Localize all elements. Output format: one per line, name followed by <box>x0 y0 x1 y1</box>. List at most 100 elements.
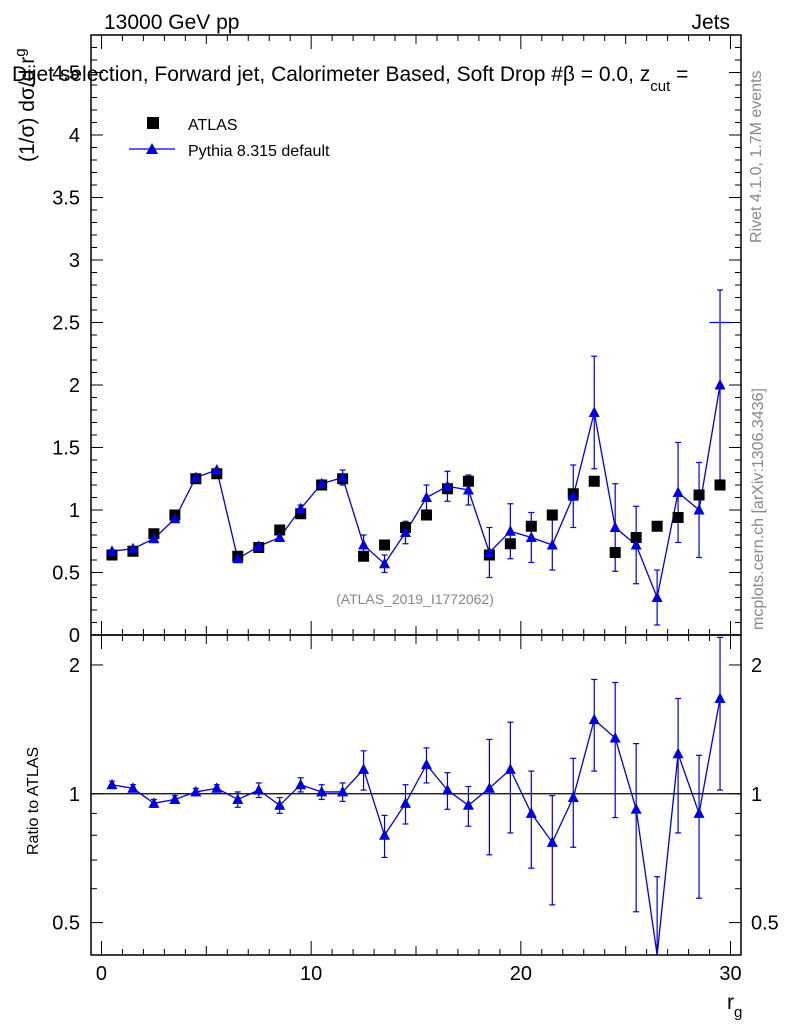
mc-data-point <box>127 542 139 554</box>
ratio-point <box>714 692 726 703</box>
main-ylabel-main: (1/σ) dσ/d r <box>16 57 39 162</box>
ratio-ytick-label: 1 <box>69 784 80 806</box>
ratio-point <box>379 829 391 840</box>
mc-data-point <box>148 532 160 544</box>
mc-data-point <box>609 521 621 532</box>
mc-data-point <box>295 502 307 514</box>
plot-title-tail: = <box>670 63 688 86</box>
ratio-point <box>525 807 537 818</box>
mc-data-point <box>483 546 495 557</box>
main-ytick-label: 3.5 <box>52 188 80 210</box>
plot-title-sub: cut <box>650 78 671 95</box>
mc-data-point <box>253 540 265 551</box>
mc-data-point <box>316 477 328 489</box>
category-label: Jets <box>691 11 730 34</box>
mc-data-point <box>106 545 118 556</box>
ratio-point <box>420 758 432 770</box>
atlas-data-point <box>630 532 642 543</box>
ratio-point <box>295 778 307 790</box>
ratio-point <box>148 797 160 808</box>
main-ytick-label: 4 <box>69 125 80 147</box>
mc-data-point <box>358 539 370 550</box>
atlas-data-point <box>274 524 286 536</box>
atlas-data-point <box>420 509 432 521</box>
legend-mc-marker <box>146 143 158 154</box>
mc-data-point <box>588 406 600 417</box>
ratio-point <box>693 807 705 818</box>
ratio-point <box>630 803 642 814</box>
ratio-point <box>274 799 286 810</box>
mc-data-point <box>504 525 516 536</box>
ratio-ytick-label: 2 <box>69 655 80 677</box>
main-ytick-label: 0.5 <box>52 563 80 585</box>
mc-data-point <box>169 512 181 524</box>
atlas-data-point <box>609 547 621 558</box>
energy-label: 13000 GeV pp <box>104 11 239 34</box>
mc-data-point <box>232 552 244 564</box>
ratio-point <box>337 785 349 797</box>
ratio-point <box>672 747 684 759</box>
ratio-point <box>232 793 244 804</box>
ratio-point <box>211 782 223 793</box>
mc-data-point <box>441 480 453 491</box>
atlas-data-point <box>379 539 391 551</box>
mc-data-point <box>714 379 726 390</box>
mc-data-point <box>672 486 684 497</box>
atlas-data-point <box>651 520 663 532</box>
ratio-point <box>400 797 412 808</box>
mc-data-point <box>462 484 474 495</box>
ratio-point <box>127 782 139 793</box>
atlas-data-point <box>295 508 307 520</box>
mc-data-point <box>337 471 349 482</box>
ratio-point <box>169 793 181 804</box>
ratio-point <box>504 763 516 774</box>
atlas-data-point <box>714 479 726 491</box>
x-tick-label: 20 <box>510 963 532 985</box>
ratio-ytick-label-right: 0.5 <box>751 913 779 935</box>
ratio-point <box>358 763 370 774</box>
main-ytick-label: 4.5 <box>52 63 80 85</box>
ratio-ytick-label-right: 1 <box>751 784 762 806</box>
mc-data-point <box>379 557 391 569</box>
ratio-point <box>567 791 579 803</box>
atlas-data-point <box>546 509 558 521</box>
mc-data-point <box>420 491 432 502</box>
mc-data-point <box>546 539 558 550</box>
atlas-data-point <box>462 475 474 487</box>
legend-data-marker <box>147 117 159 129</box>
main-ytick-label: 1 <box>69 500 80 522</box>
ratio-point <box>106 778 118 790</box>
main-ylabel-sub: g <box>12 48 29 56</box>
ratio-ylabel: Ratio to ATLAS <box>25 747 42 855</box>
x-tick-label: 10 <box>300 963 322 985</box>
ratio-series-line <box>111 698 721 956</box>
ratio-point <box>546 836 558 847</box>
atlas-data-point <box>693 489 705 501</box>
ratio-point <box>190 785 202 797</box>
mc-data-point <box>525 531 537 542</box>
ratio-point <box>316 785 328 797</box>
atlas-data-point <box>525 520 537 532</box>
ratio-point <box>483 782 495 793</box>
main-ytick-label: 2.5 <box>52 313 80 335</box>
plot-title-main: Dijet selection, Forward jet, Calorimete… <box>12 63 650 86</box>
mcplots-label: mcplots.cern.ch [arXiv:1306.3436] <box>750 388 767 630</box>
mc-data-point <box>400 526 412 537</box>
main-ylabel: (1/σ) dσ/d rg <box>12 48 39 162</box>
main-ytick-label: 3 <box>69 250 80 272</box>
mc-data-point <box>567 490 579 501</box>
x-axis-label: rg <box>727 991 742 1021</box>
mc-data-point <box>190 471 202 482</box>
main-ytick-label: 1.5 <box>52 438 80 460</box>
x-axis-label-sub: g <box>734 1004 742 1021</box>
ratio-ytick-label-right: 2 <box>751 655 762 677</box>
atlas-data-point <box>504 538 516 550</box>
ratio-point <box>609 732 621 743</box>
mc-data-point <box>274 531 286 542</box>
atlas-data-point <box>588 475 600 487</box>
mc-data-point <box>651 591 663 602</box>
ratio-point <box>253 784 265 795</box>
rivet-label: Rivet 4.1.0, 1.7M events <box>748 70 765 243</box>
main-ytick-label: 2 <box>69 375 80 397</box>
